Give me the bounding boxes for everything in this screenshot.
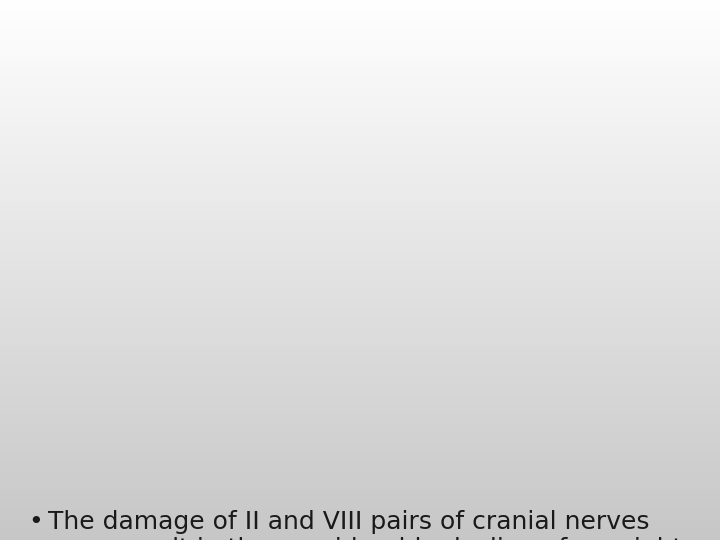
Text: The damage of II and VIII pairs of cranial nerves: The damage of II and VIII pairs of crani…: [48, 510, 649, 534]
Text: •: •: [28, 510, 42, 534]
Text: can result in the considerable decline of eyesight: can result in the considerable decline o…: [65, 537, 683, 540]
